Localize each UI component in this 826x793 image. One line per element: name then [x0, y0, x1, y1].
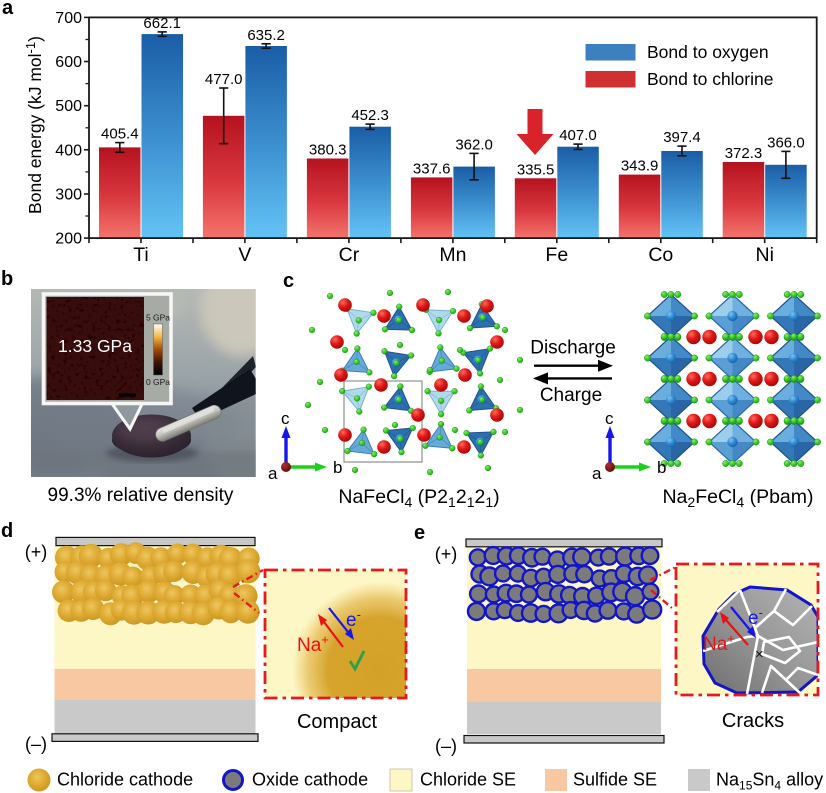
svg-text:700: 700	[55, 10, 82, 27]
svg-text:c: c	[283, 270, 294, 292]
svg-text:405.4: 405.4	[101, 126, 139, 143]
svg-text:Oxide cathode: Oxide cathode	[252, 770, 368, 790]
svg-text:Compact: Compact	[297, 711, 377, 733]
svg-text:Co: Co	[648, 244, 673, 266]
svg-text:Fe: Fe	[545, 244, 568, 266]
svg-text:500: 500	[55, 98, 82, 115]
svg-text:0 GPa: 0 GPa	[146, 377, 170, 387]
svg-text:c: c	[281, 409, 290, 428]
svg-text:×: ×	[755, 646, 764, 663]
svg-text:a: a	[2, 0, 14, 19]
svg-text:99.3% relative density: 99.3% relative density	[48, 485, 234, 506]
svg-text:V: V	[238, 244, 251, 266]
svg-text:Na+: Na+	[297, 632, 329, 656]
svg-text:e: e	[414, 522, 425, 544]
svg-text:Bond to chlorine: Bond to chlorine	[647, 69, 773, 89]
svg-text:372.3: 372.3	[725, 145, 763, 162]
svg-text:Cracks: Cracks	[722, 710, 784, 732]
svg-text:Na15Sn4 alloy: Na15Sn4 alloy	[716, 770, 823, 793]
svg-text:c: c	[605, 409, 614, 428]
svg-text:a: a	[268, 464, 278, 483]
svg-text:Ti: Ti	[133, 244, 149, 266]
svg-text:Ni: Ni	[755, 244, 773, 266]
svg-text:397.4: 397.4	[663, 129, 701, 146]
svg-text:a: a	[592, 464, 602, 483]
svg-text:5 GPa: 5 GPa	[146, 313, 170, 323]
svg-text:477.0: 477.0	[205, 71, 243, 88]
svg-text:362.0: 362.0	[455, 136, 493, 153]
svg-text:Chloride cathode: Chloride cathode	[57, 770, 193, 790]
svg-text:662.1: 662.1	[143, 15, 181, 32]
svg-text:Sulfide SE: Sulfide SE	[573, 770, 657, 790]
svg-text:366.0: 366.0	[767, 134, 805, 151]
svg-text:d: d	[1, 520, 13, 542]
svg-text:407.0: 407.0	[559, 127, 597, 144]
svg-text:Charge: Charge	[540, 385, 602, 406]
svg-text:452.3: 452.3	[351, 107, 389, 124]
svg-text:Bond to oxygen: Bond to oxygen	[647, 42, 769, 62]
svg-text:400: 400	[55, 142, 82, 159]
svg-text:(–): (–)	[25, 734, 47, 754]
svg-text:635.2: 635.2	[247, 27, 285, 44]
svg-text:335.5: 335.5	[517, 161, 555, 178]
svg-text:200: 200	[55, 231, 82, 248]
svg-text:Cr: Cr	[339, 244, 360, 266]
svg-text:(+): (+)	[435, 544, 458, 564]
svg-text:380.3: 380.3	[309, 142, 347, 159]
svg-text:b: b	[333, 458, 342, 477]
svg-text:Mn: Mn	[439, 244, 466, 266]
svg-text:b: b	[657, 458, 666, 477]
svg-text:(+): (+)	[25, 542, 48, 562]
svg-text:Chloride SE: Chloride SE	[420, 770, 516, 790]
svg-text:(–): (–)	[435, 736, 457, 756]
svg-text:1.33 GPa: 1.33 GPa	[58, 336, 132, 356]
svg-text:600: 600	[55, 54, 82, 71]
svg-text:337.6: 337.6	[413, 160, 451, 177]
svg-text:b: b	[1, 268, 13, 290]
svg-text:300: 300	[55, 187, 82, 204]
svg-text:NaFeCl4 (P212121): NaFeCl4 (P212121)	[338, 486, 499, 510]
svg-text:Bond energy (kJ mol-1): Bond energy (kJ mol-1)	[23, 36, 45, 214]
svg-text:343.9: 343.9	[621, 158, 659, 175]
svg-text:Discharge: Discharge	[530, 338, 616, 359]
